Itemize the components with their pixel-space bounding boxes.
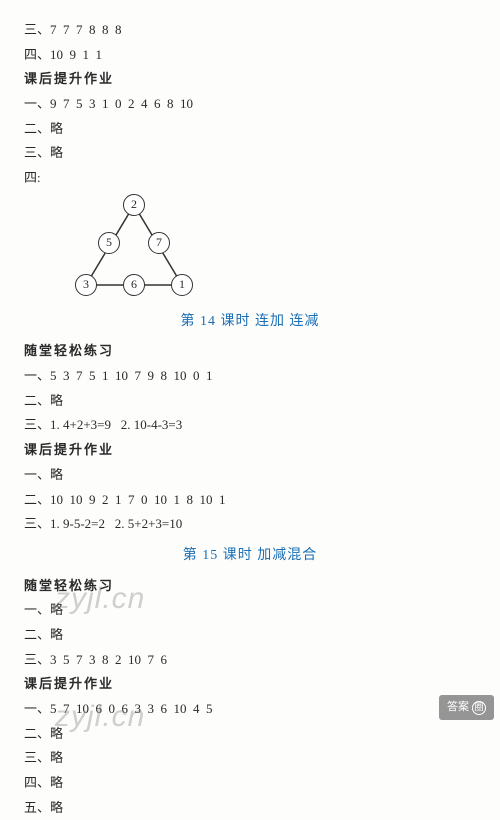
line-yi-2: 一、5 3 7 5 1 10 7 9 8 10 0 1 [24,364,476,389]
lesson-14-title: 第 14 课时 连加 连减 [24,309,476,336]
line-san-4: 三、3 5 7 3 8 2 10 7 6 [24,648,476,673]
line-er-2: 二、略 [24,389,476,414]
triangle-node-top: 2 [123,194,145,216]
heading-inclass-1: 随堂轻松练习 [24,339,476,364]
line-si-3: 四、略 [24,771,476,796]
line-er-5: 二、略 [24,722,476,747]
heading-after-class-3: 课后提升作业 [24,672,476,697]
line-yi-5: 一、5 7 10 6 0 6 3 3 6 10 4 5 [24,697,476,722]
line-er-3: 二、10 10 9 2 1 7 0 10 1 8 10 1 [24,488,476,513]
triangle-node-br: 1 [171,274,193,296]
line-yi-1: 一、9 7 5 3 1 0 2 4 6 8 10 [24,92,476,117]
line-san-5: 三、略 [24,746,476,771]
heading-after-class-2: 课后提升作业 [24,438,476,463]
badge-circle-icon: 圈 [472,701,486,715]
line-san-2: 三、1. 4+2+3=9 2. 10-4-3=3 [24,413,476,438]
line-er-1: 二、略 [24,117,476,142]
line-yi-3: 一、略 [24,463,476,488]
triangle-node-bl: 3 [75,274,97,296]
line-si: 四、10 9 1 1 [24,43,476,68]
corner-badge: 答案 圈 [439,695,494,720]
line-san-3: 三、1. 9-5-2=2 2. 5+2+3=10 [24,512,476,537]
line-san: 三、7 7 7 8 8 8 [24,18,476,43]
heading-after-class-1: 课后提升作业 [24,67,476,92]
lesson-15-title: 第 15 课时 加减混合 [24,543,476,570]
badge-left-text: 答案 [447,697,469,718]
line-wu-1: 五、略 [24,796,476,820]
line-yi-4: 一、略 [24,598,476,623]
line-san-1: 三、略 [24,141,476,166]
line-er-4: 二、略 [24,623,476,648]
triangle-node-left-mid: 5 [98,232,120,254]
triangle-node-right-mid: 7 [148,232,170,254]
triangle-node-bc: 6 [123,274,145,296]
heading-inclass-2: 随堂轻松练习 [24,574,476,599]
triangle-diagram: 2 5 7 3 6 1 [74,193,194,303]
line-si-2: 四: [24,166,476,191]
